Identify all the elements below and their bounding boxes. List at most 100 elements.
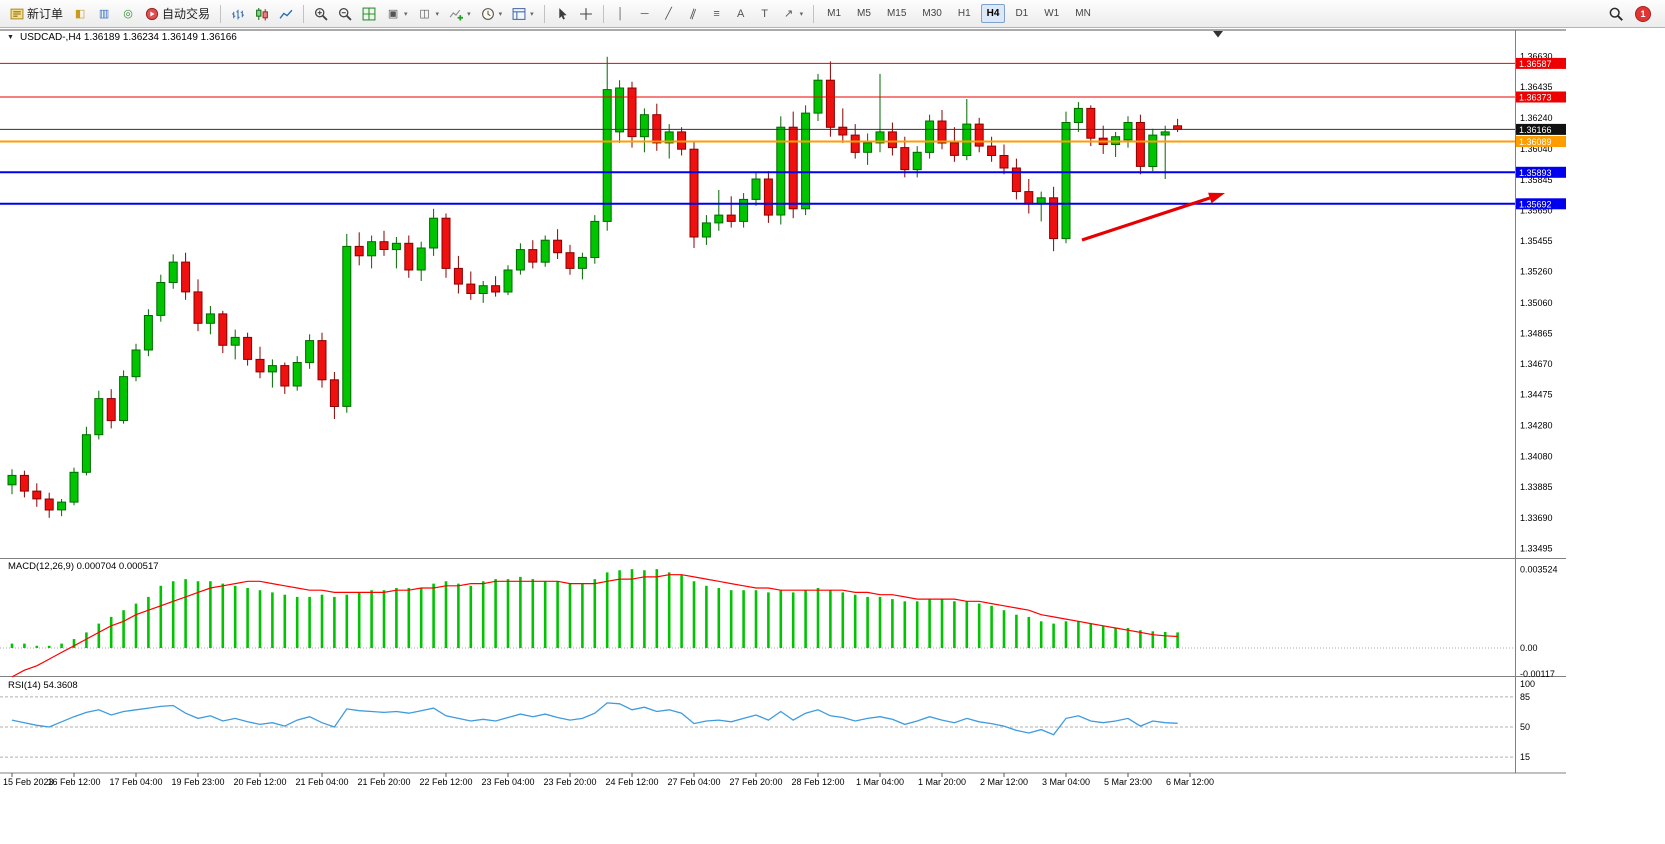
candle-31: [391, 237, 401, 269]
candle-64: [801, 105, 811, 216]
tile-windows-button[interactable]: [358, 3, 380, 25]
vertical-line-button[interactable]: │: [610, 3, 632, 25]
timeframe-h1[interactable]: H1: [957, 8, 971, 19]
candle-body: [168, 261, 178, 284]
zoom-in-button[interactable]: [310, 3, 332, 25]
candle-body: [69, 471, 79, 503]
timeframe-m30[interactable]: M30: [922, 8, 942, 19]
arrange-windows-button[interactable]: ◫ ▾: [414, 3, 444, 25]
candle-body: [912, 151, 922, 171]
templates-button[interactable]: ▾: [508, 3, 538, 25]
candle-body: [838, 126, 848, 136]
price-axis-label: 1.35845: [1520, 175, 1553, 185]
line-chart-button[interactable]: [275, 3, 297, 25]
candle-body: [441, 217, 451, 269]
text-button[interactable]: A: [730, 3, 752, 25]
candle-57: [714, 190, 724, 231]
time-axis-label: 17 Feb 04:00: [109, 777, 162, 787]
candle-body: [94, 398, 104, 436]
price-axis-label: 1.33885: [1520, 482, 1553, 492]
time-axis-label: 2 Mar 12:00: [980, 777, 1028, 787]
charts-button[interactable]: ◧: [69, 3, 91, 25]
candle-body: [1011, 167, 1021, 192]
price-axis-label: 1.35260: [1520, 267, 1553, 277]
new-order-button[interactable]: 新订单: [6, 3, 67, 25]
search-button[interactable]: [1605, 3, 1627, 25]
dropdown-caret-icon[interactable]: ▾: [530, 10, 534, 18]
autotrading-button[interactable]: 自动交易: [141, 3, 214, 25]
fibonacci-button[interactable]: ≡: [706, 3, 728, 25]
toolbar-separator: [220, 4, 222, 23]
navigator-button[interactable]: ◎: [117, 3, 139, 25]
timeframe-m15[interactable]: M15: [886, 8, 907, 19]
trend-arrow[interactable]: [1081, 192, 1225, 242]
dropdown-caret-icon[interactable]: ▾: [498, 10, 503, 18]
market-watch-button[interactable]: ▥: [93, 3, 115, 25]
periods-button[interactable]: ▾: [477, 3, 507, 25]
candle-11: [143, 309, 153, 357]
timeframe-m5[interactable]: M5: [857, 8, 871, 19]
chart-canvas[interactable]: 1.36630 1.36435 1.36240 1.36040 1.35845 1.356…: [0, 28, 1665, 844]
macd-histogram: [10, 569, 1179, 648]
time-axis-label: 20 Feb 12:00: [233, 777, 286, 787]
dropdown-caret-icon[interactable]: ▾: [404, 10, 408, 18]
price-axis-label: 1.34080: [1520, 452, 1553, 462]
candles-series: [7, 56, 1183, 518]
arrange-windows-icon: ◫: [419, 7, 430, 20]
candle-body: [701, 222, 711, 238]
candle-body: [218, 313, 228, 346]
candle-body: [515, 249, 525, 271]
candle-28: [354, 232, 364, 266]
candle-body: [652, 114, 662, 144]
candle-25: [317, 332, 327, 388]
label-button[interactable]: T: [754, 3, 776, 25]
candle-34: [429, 208, 439, 256]
chart-shift-marker[interactable]: [1213, 31, 1223, 38]
candle-body: [329, 379, 339, 407]
price-axis-label: 1.33495: [1520, 543, 1553, 553]
horizontal-line-button[interactable]: ─: [634, 3, 656, 25]
bar-chart-button[interactable]: [227, 3, 249, 25]
trendline-button[interactable]: ╱: [658, 3, 680, 25]
candle-74: [925, 114, 935, 159]
zoom-out-button[interactable]: [334, 3, 356, 25]
candle-36: [453, 255, 463, 294]
candle-body: [205, 313, 215, 324]
channel-button[interactable]: ∥: [682, 3, 704, 25]
symbol-dropdown-icon[interactable]: ▼: [7, 34, 14, 41]
price-badge-label: 1.36166: [1519, 125, 1552, 135]
trend-arrow-head[interactable]: [1208, 192, 1225, 204]
trend-arrow-shaft[interactable]: [1081, 196, 1211, 242]
toolbar-separator: [813, 4, 815, 23]
dropdown-caret-icon[interactable]: ▾: [799, 10, 804, 18]
timeframe-m1[interactable]: M1: [827, 8, 842, 19]
dropdown-caret-icon[interactable]: ▾: [435, 10, 440, 18]
cursor-button[interactable]: [551, 3, 573, 25]
time-axis-label: 16 Feb 12:00: [47, 777, 100, 787]
macd-axis-label: -0.00117: [1520, 669, 1555, 679]
indicators-button[interactable]: ▾: [445, 3, 475, 25]
candle-83: [1036, 191, 1046, 222]
candle-body: [478, 285, 488, 295]
arrows-button[interactable]: ↗ ▾: [778, 3, 808, 25]
candle-22: [280, 362, 290, 394]
candlestick-chart-button[interactable]: [251, 3, 273, 25]
cascade-windows-button[interactable]: ▣ ▾: [382, 3, 412, 25]
timeframe-d1[interactable]: D1: [1015, 8, 1029, 19]
toolbar-separator: [303, 4, 305, 23]
time-axis-label: 19 Feb 23:00: [171, 777, 224, 787]
candle-body: [367, 241, 377, 257]
candle-body: [615, 87, 625, 133]
notification-badge[interactable]: 1: [1635, 5, 1651, 22]
cascade-windows-icon: ▣: [387, 7, 399, 20]
crosshair-button[interactable]: [575, 3, 597, 25]
timeframe-mn[interactable]: MN: [1075, 8, 1091, 19]
macd-indicator-label: MACD(12,26,9) 0.000704 0.000517: [8, 561, 159, 572]
candle-84: [1049, 186, 1059, 252]
candle-33: [416, 241, 426, 281]
timeframe-h4[interactable]: H4: [980, 4, 1006, 23]
dropdown-caret-icon[interactable]: ▾: [467, 10, 471, 18]
timeframe-w1[interactable]: W1: [1044, 8, 1060, 19]
price-axis-label: 1.36435: [1520, 82, 1553, 92]
candle-body: [875, 131, 885, 144]
